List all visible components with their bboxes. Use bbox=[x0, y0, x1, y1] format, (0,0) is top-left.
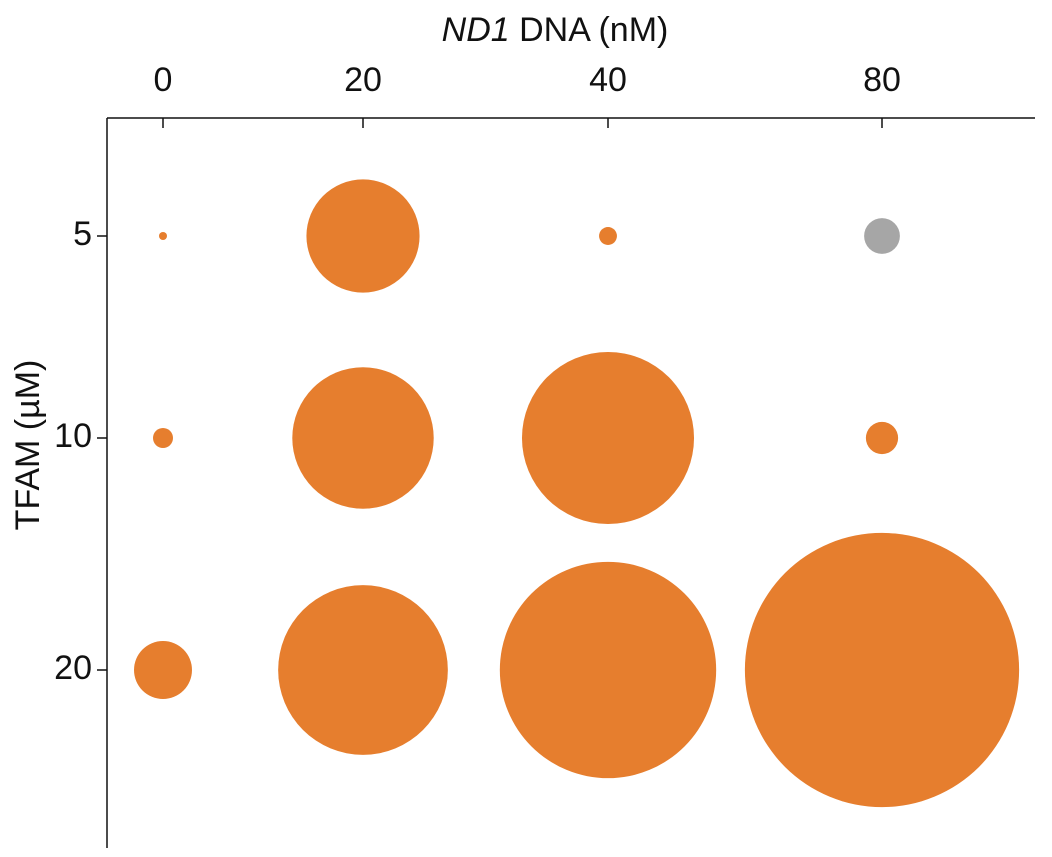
bubble bbox=[278, 585, 448, 755]
x-tick-label: 0 bbox=[154, 61, 173, 99]
bubble bbox=[864, 218, 900, 254]
bubble bbox=[292, 367, 434, 509]
bubble bbox=[499, 561, 717, 779]
bubble bbox=[599, 227, 617, 245]
bubble bbox=[744, 532, 1020, 808]
x-tick-label: 40 bbox=[589, 61, 627, 99]
y-tick-label: 20 bbox=[54, 649, 92, 687]
x-axis-label: ND1 DNA (nM) bbox=[442, 11, 669, 49]
y-tick-label: 5 bbox=[73, 215, 92, 253]
bubble bbox=[865, 421, 899, 455]
y-tick-label: 10 bbox=[54, 417, 92, 455]
x-tick-label: 80 bbox=[863, 61, 901, 99]
x-tick-label: 20 bbox=[344, 61, 382, 99]
bubble bbox=[159, 232, 167, 240]
bubble bbox=[306, 179, 420, 293]
y-axis-label: TFAM (µM) bbox=[9, 360, 47, 531]
bubble bbox=[153, 428, 173, 448]
bubble bbox=[134, 641, 192, 699]
bubble bbox=[521, 351, 695, 525]
